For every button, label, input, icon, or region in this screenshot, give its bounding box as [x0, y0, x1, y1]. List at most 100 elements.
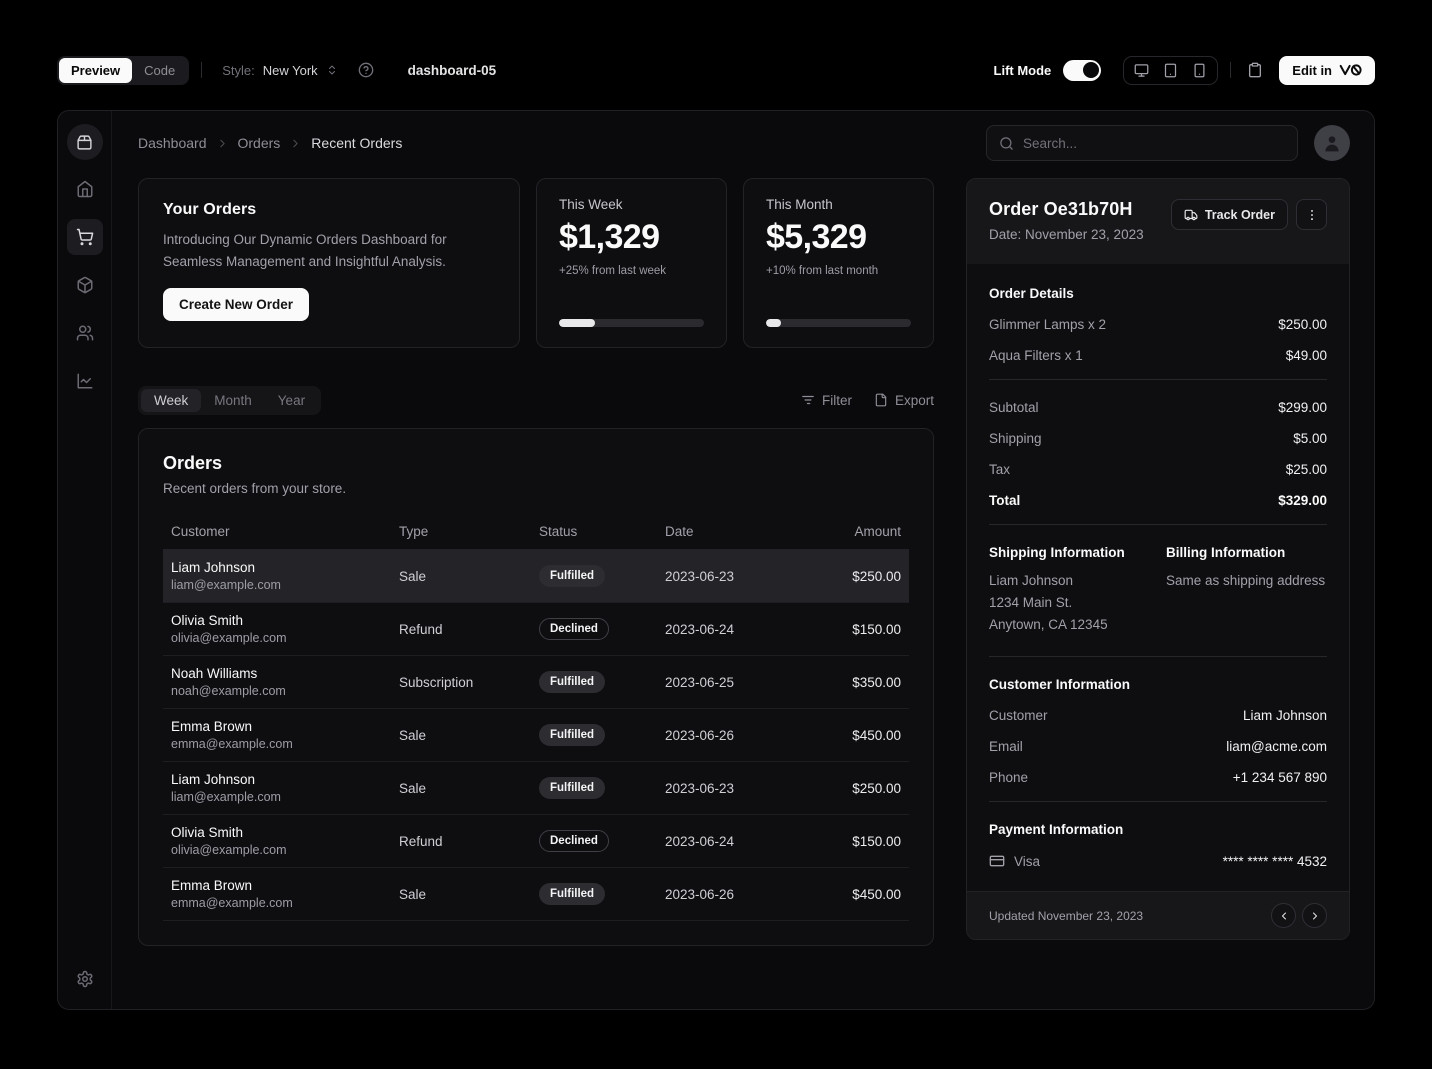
table-row[interactable]: Olivia Smith olivia@example.com Refund D… — [163, 815, 909, 868]
customer-name: Noah Williams — [171, 666, 258, 681]
order-date: 2023-06-26 — [665, 727, 735, 743]
sidebar-item-orders[interactable] — [66, 219, 103, 255]
customer-email: noah@example.com — [171, 684, 286, 698]
export-button[interactable]: Export — [874, 393, 934, 408]
key-value-row: Shipping $5.00 — [989, 431, 1327, 446]
tab-week[interactable]: Week — [141, 388, 202, 412]
preview-tab[interactable]: Preview — [59, 57, 133, 83]
order-amount: $150.00 — [852, 621, 901, 637]
row-value: $49.00 — [1285, 348, 1327, 363]
table-row[interactable]: Emma Brown emma@example.com Sale Fulfill… — [163, 868, 909, 921]
tab-month[interactable]: Month — [201, 389, 265, 412]
customer-cell: Emma Brown emma@example.com — [163, 709, 391, 761]
sidebar-item-home[interactable] — [67, 171, 103, 207]
help-icon[interactable] — [358, 62, 374, 78]
sidebar-item-customers[interactable] — [67, 315, 103, 351]
week-progress-bar — [559, 319, 704, 327]
orders-table-header: Customer Type Status Date Amount — [163, 514, 909, 550]
key-value-row: Glimmer Lamps x 2 $250.00 — [989, 317, 1327, 332]
breadcrumb-dashboard[interactable]: Dashboard — [138, 135, 207, 151]
lift-mode-switch[interactable] — [1063, 59, 1102, 81]
shopping-cart-icon — [76, 228, 93, 246]
order-amount: $350.00 — [852, 674, 901, 690]
status-badge: Fulfilled — [539, 723, 606, 747]
payment-method-label: Visa — [1014, 853, 1041, 869]
stat-delta: +10% from last month — [766, 265, 879, 277]
order-type: Sale — [399, 886, 427, 902]
order-type: Refund — [399, 833, 443, 849]
code-tab[interactable]: Code — [132, 58, 187, 83]
stat-card-week: This Week $1,329 +25% from last week — [536, 178, 727, 348]
card-number: **** **** **** 4532 — [1222, 853, 1327, 869]
stat-card-month: This Month $5,329 +10% from last month — [743, 178, 934, 348]
line-chart-icon — [77, 373, 92, 389]
customer-name: Liam Johnson — [171, 772, 256, 787]
order-details-heading: Order Details — [989, 286, 1074, 301]
order-date: 2023-06-24 — [665, 621, 735, 637]
sidebar-item-products[interactable] — [67, 267, 103, 303]
row-label: Aqua Filters x 1 — [989, 348, 1083, 363]
key-value-row: Subtotal $299.00 — [989, 400, 1327, 415]
order-date: 2023-06-25 — [665, 674, 735, 690]
order-type: Sale — [399, 780, 427, 796]
status-badge: Fulfilled — [539, 776, 606, 800]
customer-cell: Olivia Smith olivia@example.com — [163, 815, 391, 867]
table-row[interactable]: Emma Brown emma@example.com Sale Fulfill… — [163, 709, 909, 762]
style-select-label: Style: — [222, 62, 255, 78]
order-summary-card: Order Oe31b70H Date: November 23, 2023 T… — [966, 178, 1350, 940]
customer-cell: Olivia Smith olivia@example.com — [163, 603, 391, 655]
lift-mode-label: Lift Mode — [993, 62, 1052, 78]
breadcrumb-orders[interactable]: Orders — [237, 135, 281, 151]
orders-table-subtitle: Recent orders from your store. — [163, 481, 347, 496]
tab-year[interactable]: Year — [265, 389, 318, 412]
order-amount: $450.00 — [852, 727, 901, 743]
create-new-order-button[interactable]: Create New Order — [163, 287, 310, 321]
customer-email: liam@example.com — [171, 790, 281, 804]
row-value: liam@acme.com — [1226, 739, 1327, 754]
tablet-view-icon[interactable] — [1158, 60, 1183, 81]
export-label: Export — [894, 392, 934, 408]
more-options-button[interactable] — [1296, 199, 1327, 230]
shipping-address-line: Anytown, CA 12345 — [989, 617, 1108, 632]
intro-card-title: Your Orders — [163, 201, 257, 218]
track-order-button[interactable]: Track Order — [1170, 199, 1288, 230]
table-row[interactable]: Liam Johnson liam@example.com Sale Fulfi… — [163, 762, 909, 815]
column-header-status: Status — [539, 524, 578, 539]
row-value: +1 234 567 890 — [1232, 770, 1327, 785]
row-value: Liam Johnson — [1242, 708, 1327, 723]
more-vertical-icon — [1310, 209, 1313, 220]
table-row[interactable]: Olivia Smith olivia@example.com Refund D… — [163, 603, 909, 656]
sidebar-item-settings[interactable] — [67, 961, 103, 997]
customer-cell: Emma Brown emma@example.com — [163, 868, 391, 920]
settings-gear-icon — [77, 970, 92, 988]
column-header-date: Date — [665, 524, 694, 539]
edit-in-v0-button[interactable]: Edit in — [1279, 55, 1375, 85]
search-input[interactable] — [1023, 135, 1285, 151]
row-value: $25.00 — [1285, 462, 1327, 477]
desktop-view-icon[interactable] — [1129, 60, 1154, 81]
previous-order-button[interactable] — [1271, 903, 1296, 928]
sidebar-item-analytics[interactable] — [67, 363, 103, 399]
row-label: Glimmer Lamps x 2 — [989, 317, 1107, 332]
app-header: Dashboard Orders Recent Orders — [112, 111, 1374, 175]
address-columns: Shipping Information Liam Johnson 1234 Ma… — [989, 545, 1327, 636]
column-header-customer: Customer — [171, 524, 230, 539]
copy-code-icon[interactable] — [1243, 58, 1267, 82]
app-logo-icon[interactable] — [66, 124, 103, 160]
table-row[interactable]: Noah Williams noah@example.com Subscript… — [163, 656, 909, 709]
key-value-row: Total $329.00 — [989, 493, 1327, 508]
user-avatar[interactable] — [1314, 125, 1350, 161]
status-cell: Fulfilled — [531, 873, 657, 916]
orders-table-title: Orders — [163, 453, 223, 473]
style-select[interactable]: Style: New York — [214, 57, 345, 84]
table-row[interactable]: Liam Johnson liam@example.com Sale Fulfi… — [163, 550, 909, 603]
next-order-button[interactable] — [1302, 903, 1327, 928]
chevron-left-icon — [1281, 912, 1286, 919]
mobile-view-icon[interactable] — [1187, 60, 1212, 81]
row-value: $299.00 — [1278, 400, 1327, 415]
stat-value: $1,329 — [559, 218, 660, 256]
order-date-label: Date: November 23, 2023 — [989, 227, 1144, 242]
status-cell: Fulfilled — [531, 661, 657, 704]
customer-email: emma@example.com — [171, 737, 293, 751]
filter-button[interactable]: Filter — [801, 393, 852, 408]
